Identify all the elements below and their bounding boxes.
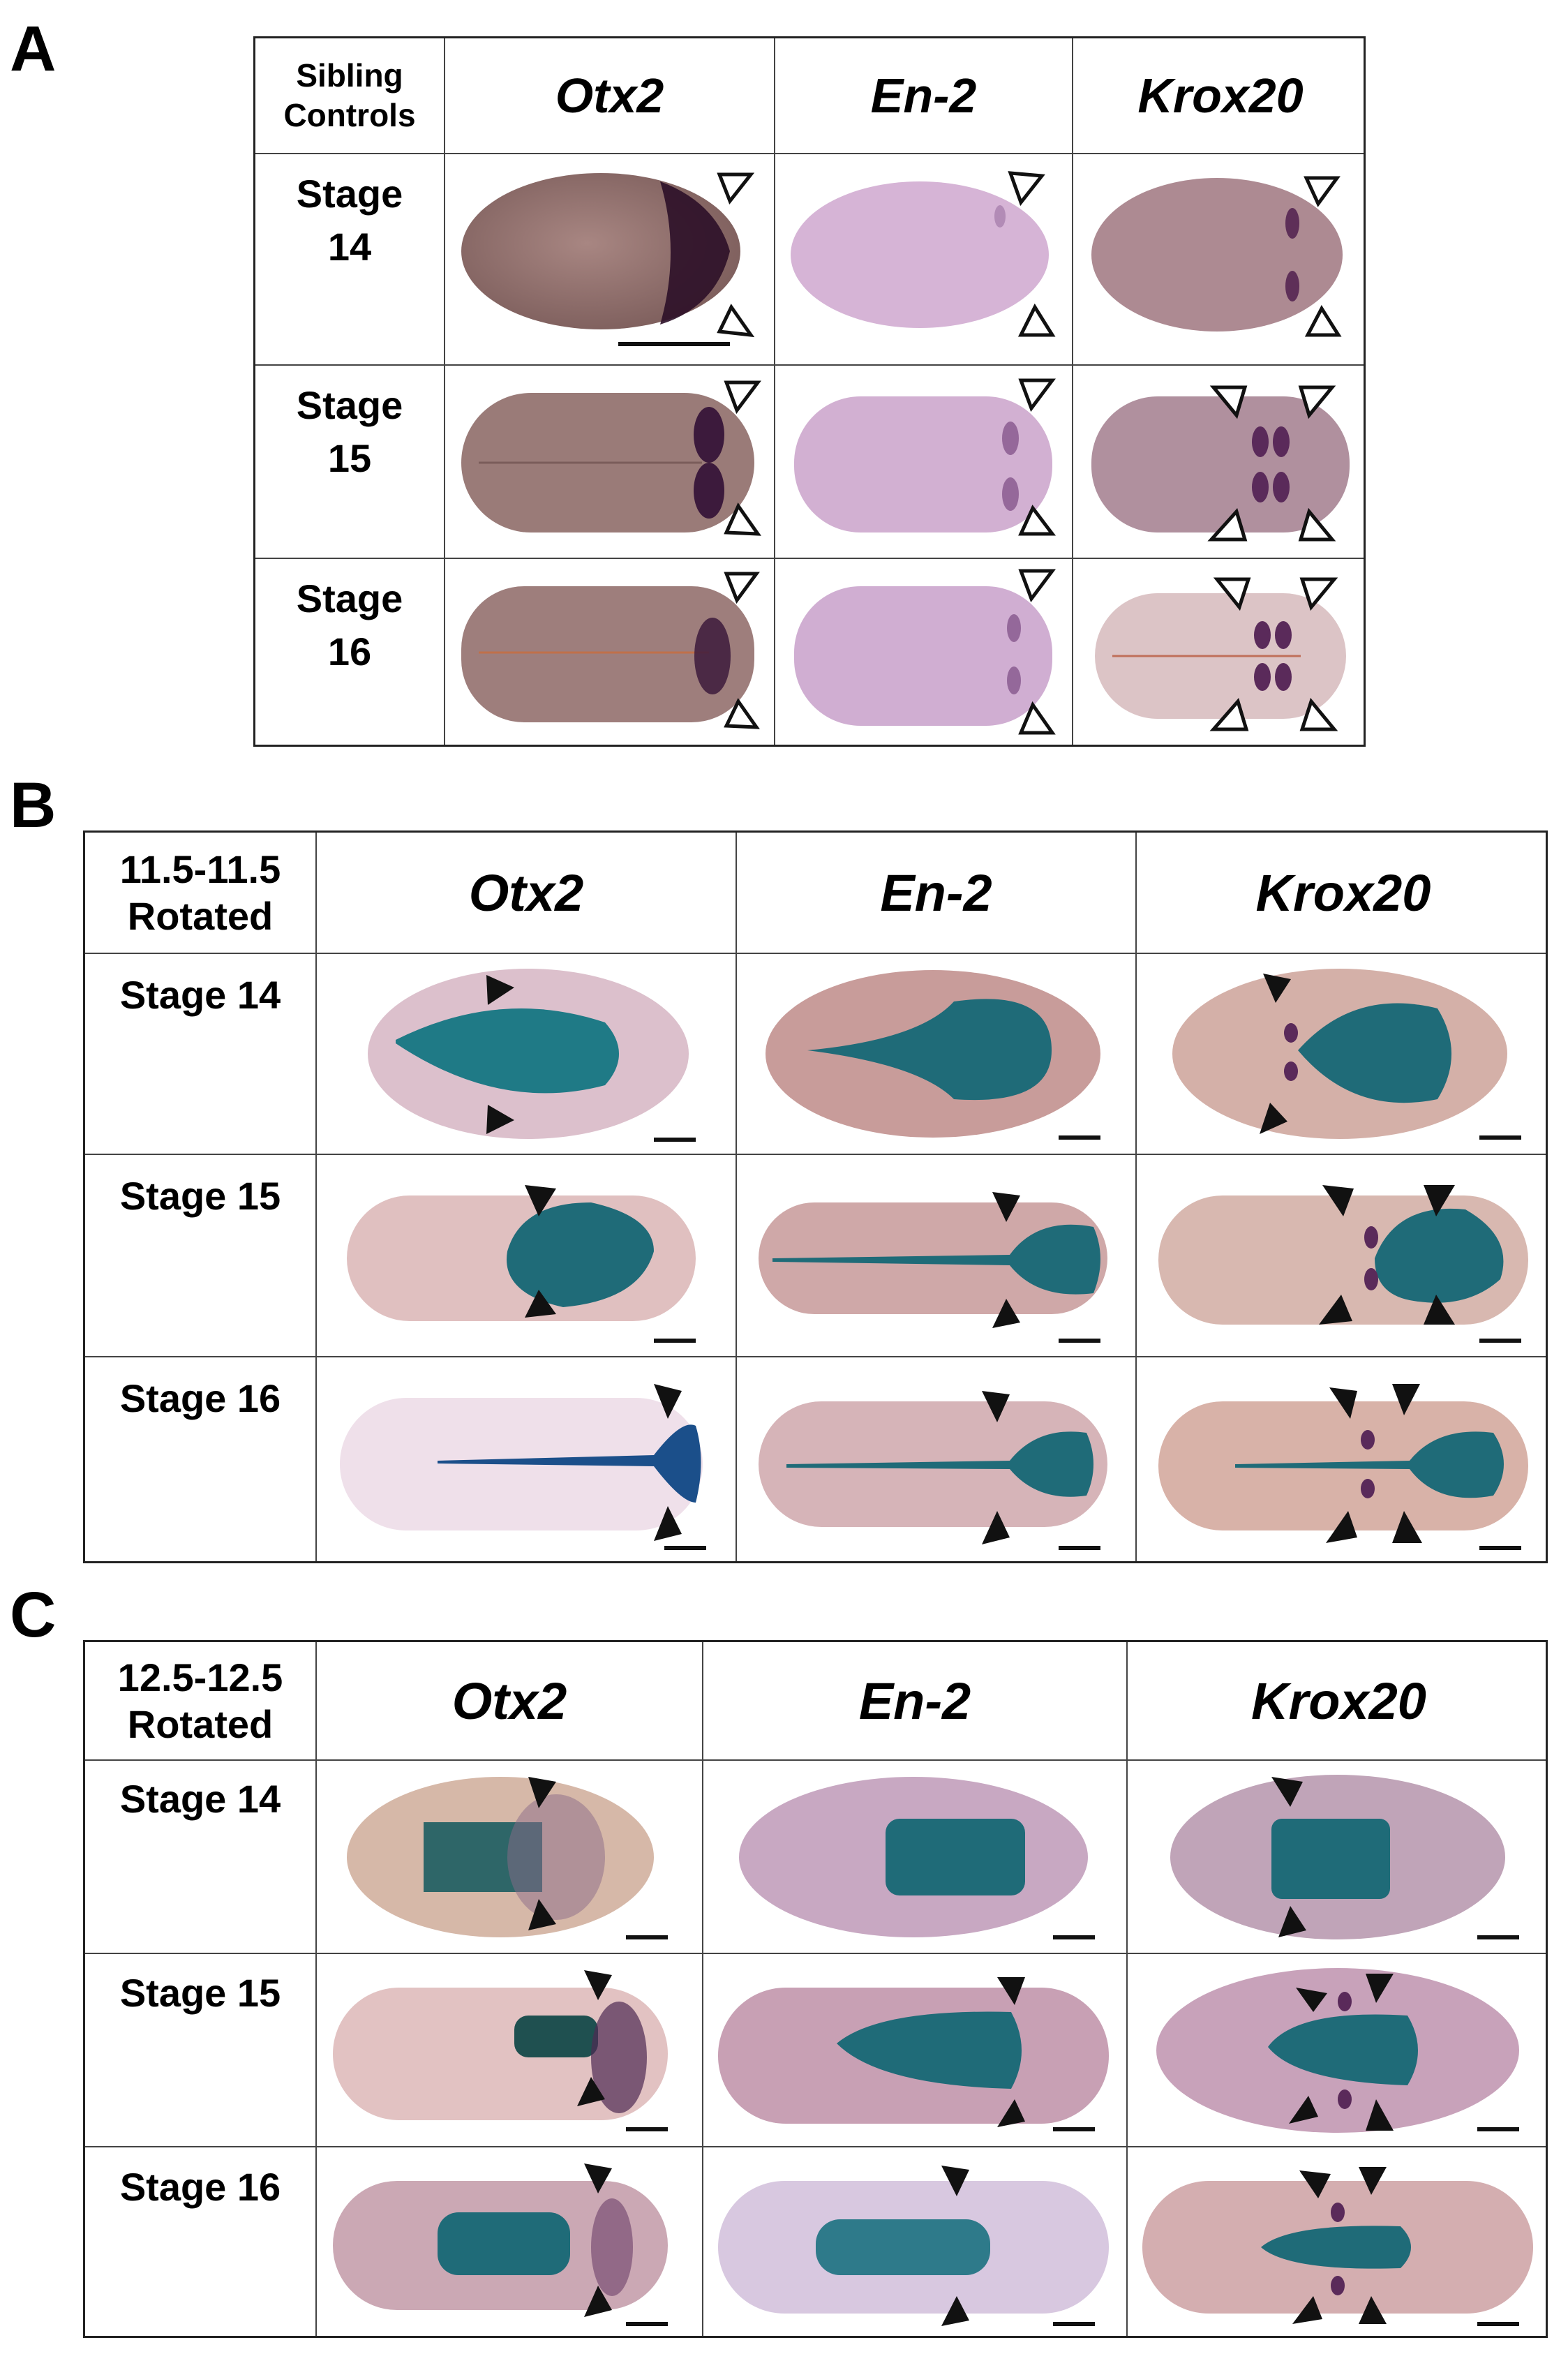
panel-c-embryo-otx2-stage14 xyxy=(326,1766,694,1949)
panel-a-embryo-otx2-stage16 xyxy=(451,565,768,743)
row-label-line-2: 15 xyxy=(327,435,372,480)
panel-b-embryo-en2-stage16 xyxy=(745,1363,1127,1558)
panel-b-header-krox20: Krox20 xyxy=(1255,863,1431,922)
row-label-line-2: 14 xyxy=(327,224,372,269)
corner-line-1: 11.5-11.5 xyxy=(119,847,281,891)
corner-line-2: Controls xyxy=(283,97,416,133)
corner-line-2: Rotated xyxy=(127,1702,274,1746)
panel-c-embryo-otx2-stage16 xyxy=(326,2153,694,2336)
panel-a-header-otx2: Otx2 xyxy=(555,68,664,123)
corner-line-1: Sibling xyxy=(296,57,403,94)
panel-a-row-stage-16: Stage 16 xyxy=(255,572,444,678)
panel-c-header-krox20: Krox20 xyxy=(1251,1671,1426,1730)
panel-b-embryo-krox20-stage16 xyxy=(1144,1363,1541,1558)
panel-c-embryo-en2-stage14 xyxy=(711,1766,1119,1949)
panel-c-table: 12.5-12.5 Rotated Otx2 En-2 Krox20 Stage … xyxy=(83,1640,1548,2338)
row-label-line-1: Stage xyxy=(296,576,403,620)
panel-a-embryo-krox20-stage16 xyxy=(1077,565,1364,743)
panel-b-embryo-otx2-stage15 xyxy=(326,1161,727,1353)
panel-b-embryo-en2-stage14 xyxy=(745,960,1127,1149)
panel-b-embryo-otx2-stage16 xyxy=(326,1363,727,1558)
panel-b-row-stage-15: Stage 15 xyxy=(119,1174,281,1218)
panel-c-embryo-krox20-stage15 xyxy=(1135,1960,1544,2143)
panel-a-embryo-otx2-stage15 xyxy=(451,372,768,555)
row-label-line-2: 16 xyxy=(327,629,372,673)
panel-a-row-stage-14: Stage 14 xyxy=(255,167,444,273)
panel-c-row-stage-14: Stage 14 xyxy=(119,1777,281,1821)
panel-b-header-en2: En-2 xyxy=(880,863,992,922)
panel-a-header-krox20: Krox20 xyxy=(1137,68,1304,123)
panel-b-header-otx2: Otx2 xyxy=(468,863,584,922)
panel-a-embryo-krox20-stage15 xyxy=(1077,372,1364,555)
corner-line-1: 12.5-12.5 xyxy=(117,1655,283,1699)
panel-letter-a: A xyxy=(10,13,57,84)
panel-a-header-en2: En-2 xyxy=(870,68,977,123)
panel-c-embryo-en2-stage15 xyxy=(711,1960,1119,2143)
panel-c-header-otx2: Otx2 xyxy=(451,1671,567,1730)
row-label-line-1: Stage xyxy=(296,172,403,216)
panel-letter-c: C xyxy=(10,1579,57,1651)
panel-c-embryo-en2-stage16 xyxy=(711,2153,1119,2336)
panel-a-corner-label: Sibling Controls xyxy=(255,38,444,153)
panel-b-embryo-krox20-stage14 xyxy=(1144,960,1541,1149)
panel-a-embryo-otx2-stage14 xyxy=(451,161,768,359)
panel-a-embryo-krox20-stage14 xyxy=(1077,161,1364,359)
panel-b-embryo-otx2-stage14 xyxy=(326,960,727,1149)
panel-b-embryo-en2-stage15 xyxy=(745,1161,1127,1353)
panel-a-embryo-en2-stage14 xyxy=(780,161,1068,359)
panel-b-row-stage-14: Stage 14 xyxy=(119,973,281,1017)
panel-c-embryo-krox20-stage16 xyxy=(1135,2153,1544,2336)
panel-b-corner-label: 11.5-11.5 Rotated xyxy=(85,833,315,953)
panel-b-embryo-krox20-stage15 xyxy=(1144,1161,1541,1353)
panel-a-table: Sibling Controls Otx2 En-2 Krox20 Stage 14… xyxy=(253,36,1366,747)
panel-b-table: 11.5-11.5 Rotated Otx2 En-2 Krox20 Stage … xyxy=(83,830,1548,1563)
panel-a-embryo-en2-stage15 xyxy=(780,372,1068,555)
panel-a-embryo-en2-stage16 xyxy=(780,565,1068,743)
panel-letter-b: B xyxy=(10,770,57,841)
corner-line-2: Rotated xyxy=(127,894,274,938)
row-label-line-1: Stage xyxy=(296,383,403,427)
panel-b-row-stage-16: Stage 16 xyxy=(119,1376,281,1420)
panel-a-row-stage-15: Stage 15 xyxy=(255,379,444,484)
panel-c-embryo-krox20-stage14 xyxy=(1135,1766,1544,1949)
panel-c-header-en2: En-2 xyxy=(858,1671,971,1730)
panel-c-row-stage-16: Stage 16 xyxy=(119,2165,281,2209)
panel-c-corner-label: 12.5-12.5 Rotated xyxy=(85,1642,315,1759)
panel-c-row-stage-15: Stage 15 xyxy=(119,1971,281,2015)
panel-c-embryo-otx2-stage15 xyxy=(326,1960,694,2143)
